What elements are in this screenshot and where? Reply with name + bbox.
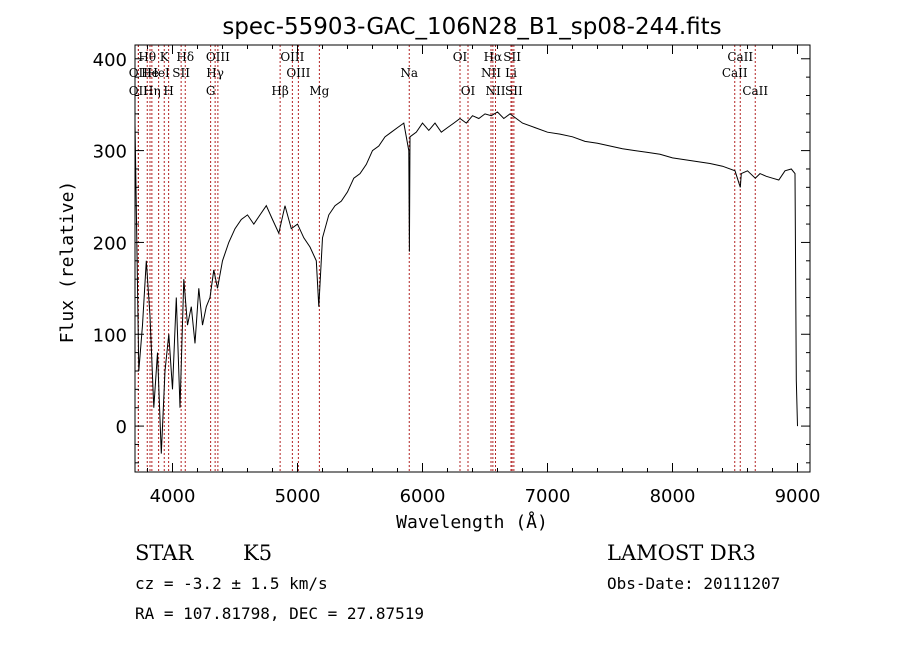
- spectral-line-label: He: [141, 66, 159, 80]
- spectrum-series-line: [134, 111, 798, 454]
- spectral-line-label: SII: [505, 84, 523, 98]
- y-tick-label: 100: [93, 325, 127, 346]
- x-tick-label: 8000: [650, 486, 696, 507]
- spectral-line-label: OIII: [280, 50, 304, 64]
- spectral-line-label: H: [163, 84, 173, 98]
- spectral-line-label: OI: [461, 84, 476, 98]
- spectral-line-label: SII: [172, 66, 190, 80]
- spectral-line-label: OII: [129, 84, 149, 98]
- spectral-line-label: HeI: [147, 66, 170, 80]
- spectral-line-label: NII: [486, 84, 506, 98]
- y-tick-label: 0: [116, 417, 127, 438]
- plot-frame: [134, 44, 811, 473]
- spectral-line-label: Hβ: [271, 84, 288, 98]
- spectral-line-label: Hα: [484, 50, 503, 64]
- spectral-line-label: CaII: [742, 84, 768, 98]
- obs-date: Obs-Date: 20111207: [607, 574, 780, 593]
- coordinates: RA = 107.81798, DEC = 27.87519: [135, 604, 424, 623]
- survey-name: LAMOST DR3: [607, 541, 756, 565]
- spectral-line-label: OII: [129, 66, 149, 80]
- object-class: STAR: [135, 541, 194, 565]
- chart-title: spec-55903-GAC_106N28_B1_sp08-244.fits: [222, 14, 721, 40]
- x-axis-label: Wavelength (Å): [396, 511, 548, 533]
- spectral-line-label: Hη: [143, 84, 161, 98]
- y-axis-ticks: 0 100 200 300 400: [93, 50, 810, 464]
- spectral-line-markers: [137, 45, 756, 472]
- spectral-line-label: NII: [481, 66, 501, 80]
- spectral-line-label: Hγ: [206, 66, 224, 80]
- x-tick-label: 6000: [400, 486, 446, 507]
- spectral-line-label: OIII: [286, 66, 310, 80]
- object-subclass: K5: [243, 541, 272, 565]
- spectral-line-labels: OII OII Hθ He Hη K HeI H SII Hδ OIII Hγ G Hβ OIII OIII M…: [129, 50, 769, 98]
- spectral-line-label: Hδ: [176, 50, 194, 64]
- spectral-line-label: OI: [453, 50, 468, 64]
- spectral-line-label: Na: [400, 66, 418, 80]
- spectral-line-label: CaII: [727, 50, 753, 64]
- x-tick-label: 5000: [275, 486, 321, 507]
- y-tick-label: 300: [93, 142, 127, 163]
- y-axis-label: Flux (relative): [57, 181, 78, 344]
- spectral-line-label: Hθ: [138, 50, 156, 64]
- spectral-line-label: Li: [505, 66, 517, 80]
- x-tick-label: 9000: [775, 486, 821, 507]
- velocity-readout: cz = -3.2 ± 1.5 km/s: [135, 574, 328, 593]
- spectral-line-label: OIII: [206, 50, 230, 64]
- spectral-line-label: SII: [503, 50, 521, 64]
- spectral-line-label: Mg: [309, 84, 329, 98]
- spectral-line-label: CaII: [722, 66, 748, 80]
- x-axis-ticks: 4000 5000 6000 7000 8000 9000: [147, 45, 821, 507]
- y-tick-label: 400: [93, 50, 127, 71]
- y-tick-label: 200: [93, 233, 127, 254]
- spectral-line-label: K: [160, 50, 170, 64]
- x-tick-label: 7000: [525, 486, 571, 507]
- x-tick-label: 4000: [150, 486, 196, 507]
- spectral-line-label: G: [206, 84, 216, 98]
